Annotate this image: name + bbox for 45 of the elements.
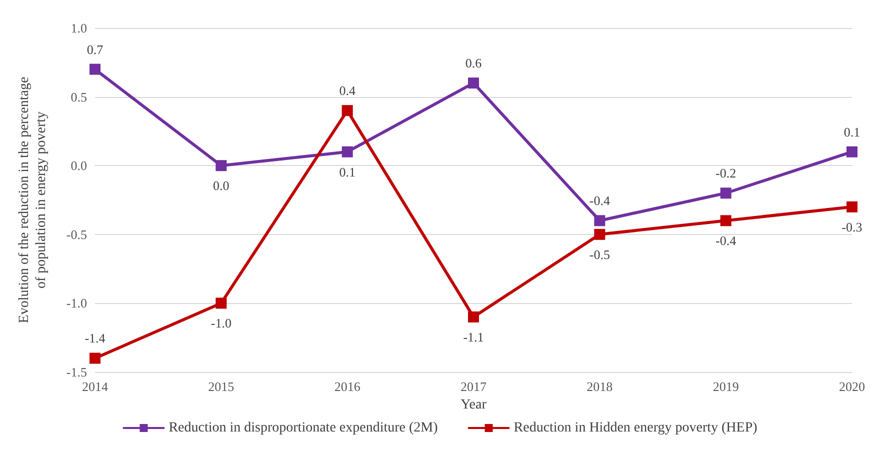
point <box>342 105 353 116</box>
point <box>468 78 479 89</box>
data-label: -0.4 <box>589 193 610 208</box>
data-label: -0.2 <box>716 166 736 181</box>
x-tick-label: 2017 <box>460 379 487 394</box>
point <box>720 188 732 199</box>
x-tick-label: 2018 <box>586 379 613 394</box>
x-tick-label: 2015 <box>208 379 234 394</box>
data-label: 0.1 <box>844 124 860 140</box>
x-tick-label: 2016 <box>334 379 361 394</box>
y-tick-label: -1.5 <box>66 364 87 380</box>
legend-label: Reduction in Hidden energy poverty (HEP) <box>514 420 758 436</box>
point <box>846 146 858 158</box>
point <box>90 64 100 75</box>
x-tick-label: 2019 <box>712 379 739 394</box>
y-tick-label: -1.0 <box>66 296 87 311</box>
point <box>90 352 100 364</box>
point <box>342 146 353 158</box>
y-tick-label: -0.5 <box>66 226 87 242</box>
y-tick-label: 0.0 <box>70 158 87 174</box>
x-axis-title: Year <box>460 397 487 412</box>
data-label: 0.1 <box>339 164 356 180</box>
point <box>594 228 606 240</box>
data-label: 0.7 <box>86 42 104 57</box>
y-tick-label: 0.5 <box>70 89 87 104</box>
data-label: -1.0 <box>210 316 232 331</box>
point <box>468 311 479 322</box>
x-tick-label: 2020 <box>839 379 865 394</box>
data-label: -0.4 <box>716 233 737 248</box>
data-label: 0.4 <box>339 83 356 98</box>
point <box>216 298 227 309</box>
point <box>846 201 858 212</box>
x-tick-label: 2014 <box>82 379 108 394</box>
legend-label: Reduction in disproportionate expenditure (2M) <box>168 420 438 436</box>
data-label: 0.6 <box>465 56 482 71</box>
data-label: -1.4 <box>84 330 106 346</box>
data-label: -1.1 <box>463 329 484 344</box>
data-label: -0.3 <box>842 219 862 234</box>
point <box>216 160 227 172</box>
data-label: -0.5 <box>589 246 610 262</box>
y-tick-label: 1.0 <box>70 20 87 36</box>
point <box>720 215 732 226</box>
data-label: 0.0 <box>213 178 230 194</box>
y-axis-title: Evolution of the reduction in the percentage of population in energy poverty <box>17 76 49 324</box>
point <box>594 215 606 226</box>
